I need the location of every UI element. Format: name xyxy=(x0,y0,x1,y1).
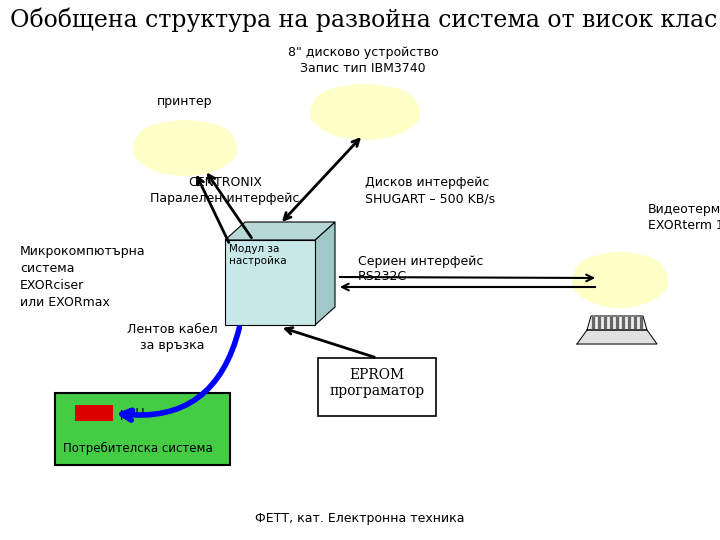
Ellipse shape xyxy=(575,255,632,294)
Text: Сериен интерфейс: Сериен интерфейс xyxy=(358,255,483,268)
Ellipse shape xyxy=(148,138,222,166)
Ellipse shape xyxy=(133,120,237,176)
Ellipse shape xyxy=(310,84,420,140)
Text: принтер: принтер xyxy=(157,95,212,108)
Text: μPU: μPU xyxy=(120,407,145,420)
Text: Дисков интерфейс
SHUGART – 500 KB/s: Дисков интерфейс SHUGART – 500 KB/s xyxy=(365,176,495,205)
Ellipse shape xyxy=(190,136,237,166)
Polygon shape xyxy=(587,316,647,330)
Ellipse shape xyxy=(625,267,668,298)
Ellipse shape xyxy=(586,270,654,298)
Ellipse shape xyxy=(608,255,665,294)
Ellipse shape xyxy=(310,99,359,130)
Text: Лентов кабел
за връзка: Лентов кабел за връзка xyxy=(127,323,217,352)
Ellipse shape xyxy=(172,123,235,162)
Text: Модул за
настройка: Модул за настройка xyxy=(229,244,287,266)
Ellipse shape xyxy=(572,267,615,298)
Ellipse shape xyxy=(312,87,379,126)
Bar xyxy=(318,358,436,416)
Text: Микрокомпютърна
система
EXORciser
или EXORmax: Микрокомпютърна система EXORciser или EX… xyxy=(20,245,145,309)
Ellipse shape xyxy=(133,136,180,166)
Ellipse shape xyxy=(351,87,418,126)
Text: EPROM
програматор: EPROM програматор xyxy=(330,368,425,398)
Text: Потребителска система: Потребителска система xyxy=(63,442,212,455)
Text: Обобщена структура на развойна система от висок клас: Обобщена структура на развойна система о… xyxy=(10,8,717,32)
Ellipse shape xyxy=(572,252,668,308)
Text: ФЕТТ, кат. Електронна техника: ФЕТТ, кат. Електронна техника xyxy=(256,512,464,525)
Text: 8" дисково устройство
Запис тип IBM3740: 8" дисково устройство Запис тип IBM3740 xyxy=(288,46,438,75)
Text: CENTRONIX
Паралелен интерфейс: CENTRONIX Паралелен интерфейс xyxy=(150,176,300,205)
Bar xyxy=(55,393,230,465)
Bar xyxy=(225,240,315,325)
Ellipse shape xyxy=(135,123,198,162)
Bar xyxy=(75,405,113,421)
Polygon shape xyxy=(225,222,335,240)
Text: RS232C: RS232C xyxy=(358,270,407,283)
Polygon shape xyxy=(577,330,657,344)
Text: Видеотерминал
EXORterm 155: Видеотерминал EXORterm 155 xyxy=(648,203,720,232)
Ellipse shape xyxy=(371,99,420,130)
Ellipse shape xyxy=(326,102,403,130)
FancyArrowPatch shape xyxy=(122,328,239,420)
Polygon shape xyxy=(315,222,335,325)
